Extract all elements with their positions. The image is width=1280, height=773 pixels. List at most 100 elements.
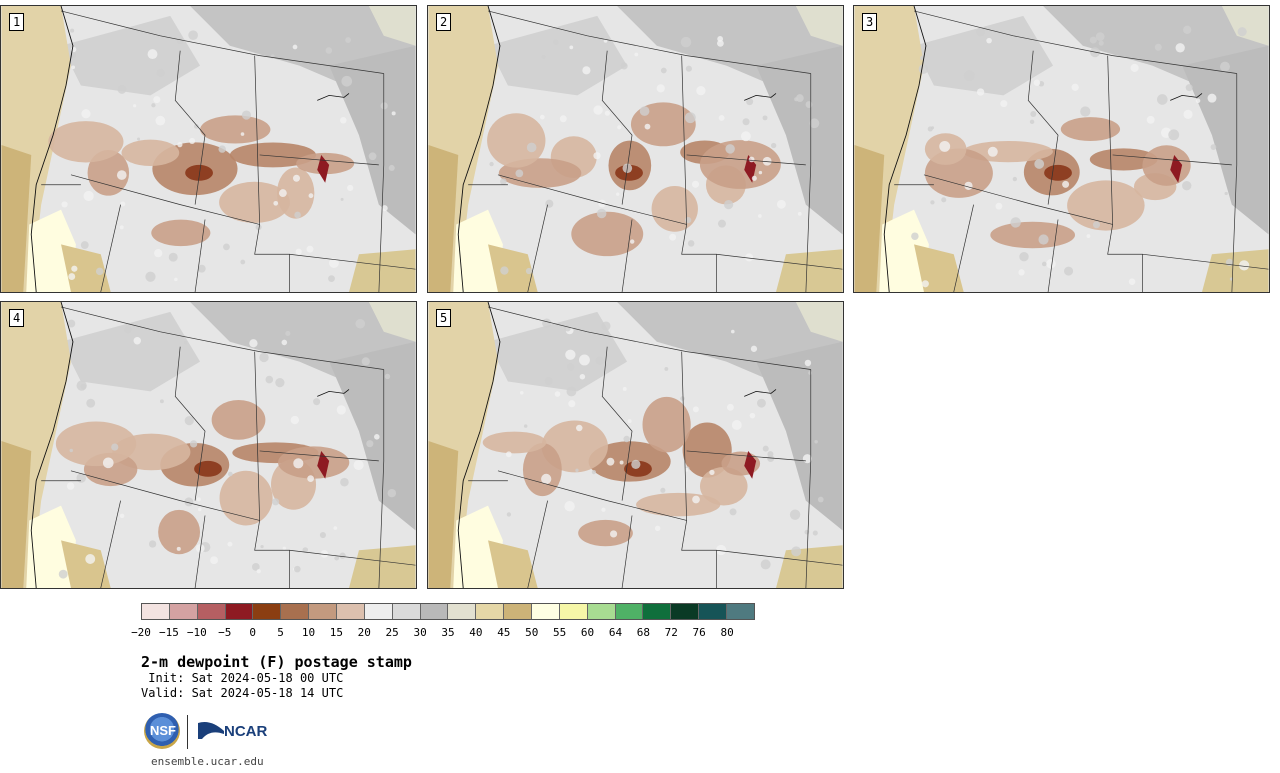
texture-speck bbox=[333, 526, 338, 530]
texture-speck bbox=[255, 224, 262, 231]
texture-speck bbox=[758, 214, 762, 218]
texture-speck bbox=[156, 68, 165, 77]
texture-speck bbox=[995, 202, 1003, 210]
map-layers bbox=[428, 6, 843, 292]
ne-region bbox=[368, 302, 416, 342]
texture-speck bbox=[189, 440, 198, 448]
stamp-panel-5[interactable]: 5 bbox=[427, 301, 844, 589]
colorbar-tick-label: 55 bbox=[553, 626, 567, 639]
map-layers bbox=[854, 6, 1269, 292]
ocean-deep-region bbox=[1, 145, 32, 292]
texture-speck bbox=[293, 174, 300, 182]
texture-speck bbox=[1168, 129, 1180, 141]
colorbar-tick-label: 40 bbox=[469, 626, 483, 639]
ocean-deep-region bbox=[854, 145, 885, 292]
texture-speck bbox=[1224, 191, 1228, 196]
texture-speck bbox=[313, 398, 321, 406]
colorbar-swatch bbox=[615, 604, 644, 619]
se-region bbox=[776, 249, 843, 292]
desert-region bbox=[879, 209, 929, 292]
texture-speck bbox=[515, 169, 524, 178]
texture-speck bbox=[184, 416, 194, 426]
texture-speck bbox=[272, 498, 280, 506]
lake-outline bbox=[744, 389, 777, 397]
stamp-panel-1[interactable]: 1 bbox=[0, 5, 417, 293]
texture-speck bbox=[619, 460, 624, 465]
dry-area bbox=[211, 400, 266, 440]
texture-speck bbox=[155, 115, 166, 126]
logo-divider bbox=[187, 715, 188, 749]
texture-speck bbox=[177, 37, 184, 45]
texture-speck bbox=[717, 40, 724, 47]
texture-speck bbox=[340, 197, 344, 201]
texture-speck bbox=[340, 477, 349, 487]
texture-speck bbox=[963, 70, 975, 82]
texture-speck bbox=[726, 403, 734, 411]
texture-speck bbox=[290, 415, 300, 425]
boundary-line bbox=[100, 204, 121, 292]
texture-speck bbox=[174, 277, 178, 282]
texture-speck bbox=[631, 459, 641, 469]
texture-speck bbox=[355, 318, 366, 329]
dry-area bbox=[578, 519, 633, 547]
stamp-panel-2[interactable]: 2 bbox=[427, 5, 844, 293]
lake-outline bbox=[1170, 93, 1203, 101]
texture-speck bbox=[334, 555, 340, 561]
dewpoint-map-5 bbox=[428, 302, 843, 588]
colorbar-swatch bbox=[559, 604, 588, 619]
texture-speck bbox=[596, 208, 607, 219]
texture-speck bbox=[1041, 261, 1047, 267]
boundary-line bbox=[805, 369, 812, 588]
texture-speck bbox=[687, 240, 695, 247]
texture-speck bbox=[325, 47, 333, 54]
boundary-line bbox=[621, 219, 633, 292]
texture-speck bbox=[341, 75, 353, 87]
dry-area bbox=[482, 431, 547, 454]
texture-speck bbox=[240, 132, 245, 136]
texture-speck bbox=[197, 507, 202, 512]
stamp-panel-4[interactable]: 4 bbox=[0, 301, 417, 589]
ne-region bbox=[368, 6, 416, 46]
texture-speck bbox=[545, 199, 554, 208]
boundary-line bbox=[681, 55, 843, 270]
dry-area bbox=[277, 446, 350, 479]
texture-speck bbox=[564, 324, 571, 332]
colorbar-tick-label: 60 bbox=[580, 626, 595, 639]
texture-speck bbox=[366, 440, 374, 448]
texture-speck bbox=[133, 104, 137, 108]
boundary-line bbox=[621, 515, 633, 588]
texture-speck bbox=[539, 114, 545, 120]
texture-speck bbox=[83, 190, 94, 202]
boundary-line bbox=[527, 204, 548, 292]
colorbar-swatch bbox=[448, 604, 477, 619]
colorbar-swatch bbox=[699, 604, 728, 619]
texture-speck bbox=[1030, 110, 1037, 118]
se-region bbox=[349, 545, 416, 588]
dry-area bbox=[219, 181, 290, 223]
texture-speck bbox=[361, 357, 370, 366]
texture-speck bbox=[136, 137, 141, 141]
boundary-line bbox=[923, 174, 1113, 225]
texture-speck bbox=[976, 88, 985, 96]
texture-speck bbox=[660, 67, 667, 74]
stamp-panel-3[interactable]: 3 bbox=[853, 5, 1270, 293]
texture-speck bbox=[622, 386, 627, 391]
boundary-line bbox=[70, 174, 260, 225]
texture-speck bbox=[685, 216, 692, 224]
gray-region-east bbox=[1182, 45, 1269, 235]
texture-speck bbox=[553, 39, 559, 45]
valid-time: Valid: Sat 2024-05-18 14 UTC bbox=[141, 686, 344, 700]
colorbar-tick-label: 25 bbox=[385, 626, 399, 639]
texture-speck bbox=[95, 267, 104, 276]
texture-speck bbox=[86, 398, 96, 408]
boundary-line bbox=[70, 470, 260, 521]
texture-speck bbox=[976, 27, 985, 37]
texture-speck bbox=[210, 556, 218, 565]
texture-speck bbox=[1018, 269, 1025, 276]
boundary-line bbox=[686, 450, 806, 462]
texture-speck bbox=[717, 219, 726, 228]
texture-speck bbox=[817, 496, 824, 503]
texture-speck bbox=[789, 509, 801, 520]
texture-speck bbox=[616, 192, 620, 196]
boundary-line bbox=[378, 73, 385, 292]
